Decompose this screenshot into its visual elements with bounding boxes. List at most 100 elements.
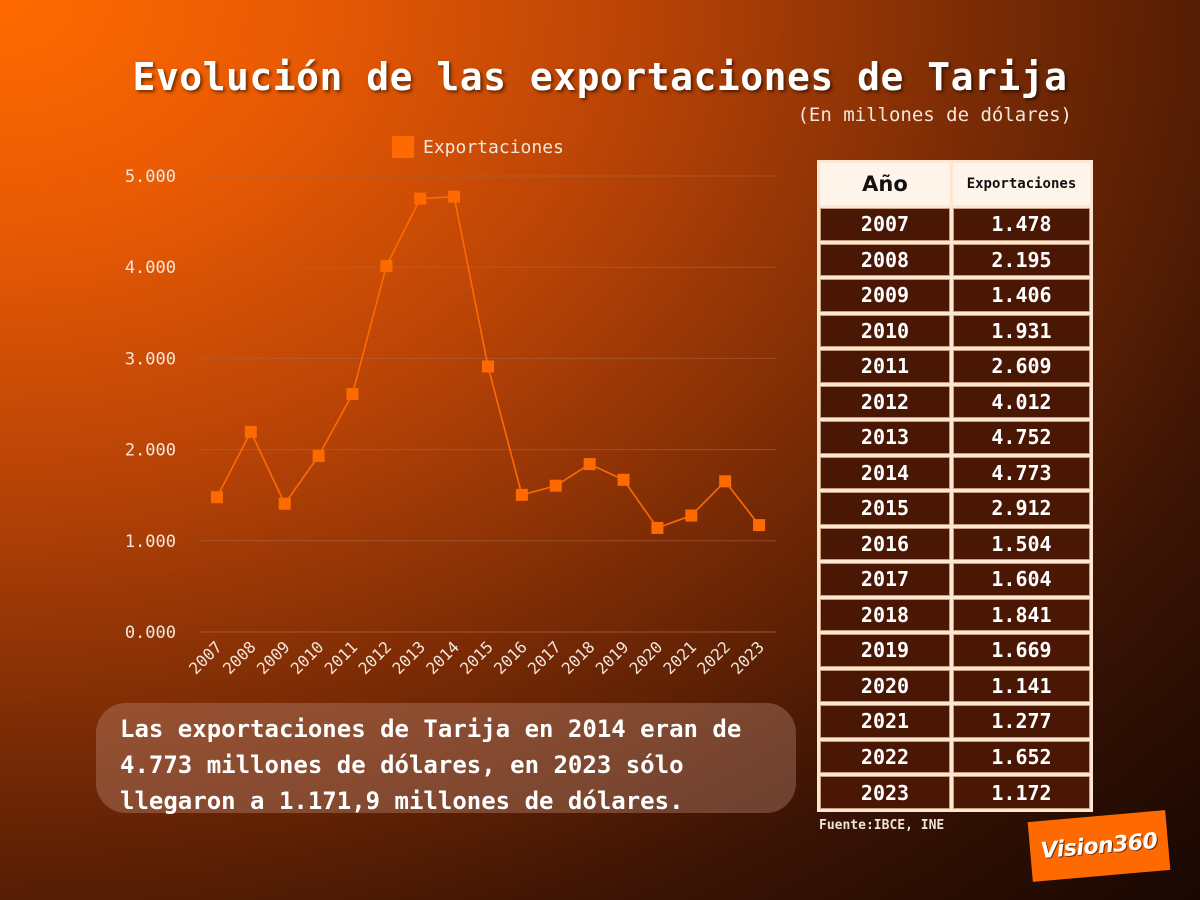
table-row: 2016 1.504 — [820, 527, 1090, 561]
data-point — [244, 425, 257, 438]
x-tick-label: 2022 — [693, 637, 734, 678]
x-tick-label: 2014 — [422, 637, 463, 678]
table-row: 2018 1.841 — [820, 598, 1090, 632]
table-cell-exports: 1.172 — [953, 776, 1090, 809]
y-tick-label: 3.000 — [125, 349, 176, 369]
table-cell-year: 2012 — [820, 385, 950, 419]
x-tick-label: 2011 — [321, 637, 362, 678]
chart-legend: Exportaciones — [392, 136, 564, 158]
table-cell-year: 2017 — [820, 563, 950, 596]
legend-label: Exportaciones — [423, 136, 564, 158]
table-row: 2014 4.773 — [820, 456, 1090, 490]
data-point — [685, 509, 698, 522]
brand-logo: Vision360 — [1027, 810, 1171, 882]
table-row: 2007 1.478 — [820, 208, 1090, 241]
table-row: 2015 2.912 — [820, 492, 1090, 525]
data-point — [617, 473, 630, 486]
y-tick-label: 2.000 — [125, 441, 176, 461]
table-cell-exports: 1.504 — [953, 527, 1090, 561]
x-tick-label: 2007 — [185, 637, 226, 678]
page-subtitle: (En millones de dólares) — [797, 104, 1072, 126]
table-header-year: Año — [820, 163, 950, 205]
data-point — [414, 192, 427, 205]
table-cell-year: 2009 — [820, 279, 950, 312]
table-header-row: Año Exportaciones — [820, 163, 1090, 205]
source-note: Fuente:IBCE, INE — [819, 818, 945, 833]
table-cell-exports: 1.669 — [953, 634, 1090, 667]
x-tick-label: 2020 — [626, 637, 667, 678]
table-cell-exports: 1.406 — [953, 279, 1090, 312]
data-point — [482, 360, 494, 373]
line-chart: 0.0001.0002.0003.0004.0005.0002007200820… — [125, 167, 776, 678]
data-point — [651, 521, 664, 534]
table-row: 2013 4.752 — [820, 421, 1090, 454]
summary-line: llegaron a 1.171,9 millones de dólares. — [120, 787, 684, 815]
table-cell-year: 2020 — [820, 669, 950, 703]
table-header-exports: Exportaciones — [953, 163, 1090, 205]
table-cell-year: 2007 — [820, 208, 950, 241]
data-point — [210, 491, 223, 504]
table-row: 2011 2.609 — [820, 350, 1090, 383]
table-row: 2019 1.669 — [820, 634, 1090, 667]
table-cell-year: 2014 — [820, 456, 950, 490]
table-row: 2010 1.931 — [820, 314, 1090, 348]
x-tick-label: 2008 — [219, 637, 260, 678]
brand-logo-text: Vision360 — [1039, 828, 1159, 864]
x-tick-label: 2018 — [558, 637, 599, 678]
table-cell-exports: 2.195 — [953, 243, 1090, 277]
table-cell-exports: 4.752 — [953, 421, 1090, 454]
table-cell-exports: 1.931 — [953, 314, 1090, 348]
table-cell-exports: 1.478 — [953, 208, 1090, 241]
x-tick-label: 2019 — [592, 637, 633, 678]
data-point — [312, 449, 325, 462]
table-row: 2020 1.141 — [820, 669, 1090, 703]
table-cell-year: 2023 — [820, 776, 950, 809]
table-cell-exports: 1.841 — [953, 598, 1090, 632]
summary-note: Las exportaciones de Tarija en 2014 eran… — [96, 703, 796, 815]
x-tick-label: 2023 — [727, 637, 768, 678]
data-point — [380, 260, 393, 273]
table-row: 2023 1.172 — [820, 776, 1090, 809]
table-cell-year: 2022 — [820, 740, 950, 774]
table-cell-exports: 2.609 — [953, 350, 1090, 383]
x-tick-label: 2010 — [287, 637, 328, 678]
x-tick-label: 2009 — [253, 637, 294, 678]
data-point — [346, 388, 359, 401]
table-row: 2009 1.406 — [820, 279, 1090, 312]
table-cell-year: 2013 — [820, 421, 950, 454]
x-tick-label: 2017 — [524, 637, 565, 678]
y-tick-label: 5.000 — [125, 167, 176, 187]
data-point — [753, 519, 766, 532]
table-cell-year: 2010 — [820, 314, 950, 348]
x-tick-label: 2021 — [659, 637, 700, 678]
exports-table: Año Exportaciones 2007 1.478 2008 2.195 2009… — [817, 160, 1093, 812]
table-cell-year: 2015 — [820, 492, 950, 525]
summary-line: 4.773 millones de dólares, en 2023 sólo — [120, 751, 684, 779]
table-cell-exports: 4.012 — [953, 385, 1090, 419]
summary-line: Las exportaciones de Tarija en 2014 eran… — [120, 715, 742, 743]
y-tick-label: 0.000 — [125, 623, 176, 643]
x-tick-label: 2015 — [456, 637, 497, 678]
y-tick-label: 4.000 — [125, 258, 176, 278]
table-row: 2021 1.277 — [820, 705, 1090, 738]
table-row: 2017 1.604 — [820, 563, 1090, 596]
table-cell-year: 2016 — [820, 527, 950, 561]
x-tick-label: 2012 — [355, 637, 396, 678]
table-row: 2008 2.195 — [820, 243, 1090, 277]
table-cell-exports: 4.773 — [953, 456, 1090, 490]
table-cell-year: 2011 — [820, 350, 950, 383]
table-cell-year: 2018 — [820, 598, 950, 632]
table-cell-exports: 1.604 — [953, 563, 1090, 596]
y-tick-label: 1.000 — [125, 532, 176, 552]
data-point — [549, 479, 562, 492]
table-cell-exports: 1.141 — [953, 669, 1090, 703]
data-point — [448, 190, 461, 203]
x-tick-label: 2016 — [490, 637, 531, 678]
table-row: 2022 1.652 — [820, 740, 1090, 774]
x-tick-label: 2013 — [388, 637, 429, 678]
table-cell-exports: 2.912 — [953, 492, 1090, 525]
table-cell-year: 2019 — [820, 634, 950, 667]
data-point — [583, 458, 596, 471]
table-row: 2012 4.012 — [820, 385, 1090, 419]
page-title: Evolución de las exportaciones de Tarija — [132, 55, 1068, 99]
